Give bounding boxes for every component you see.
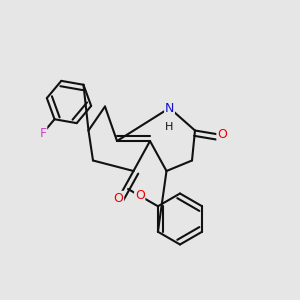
Text: O: O <box>114 191 123 205</box>
Text: F: F <box>39 127 46 140</box>
Text: N: N <box>165 101 174 115</box>
Text: O: O <box>135 189 145 202</box>
Text: H: H <box>165 122 174 133</box>
Text: O: O <box>217 128 227 142</box>
